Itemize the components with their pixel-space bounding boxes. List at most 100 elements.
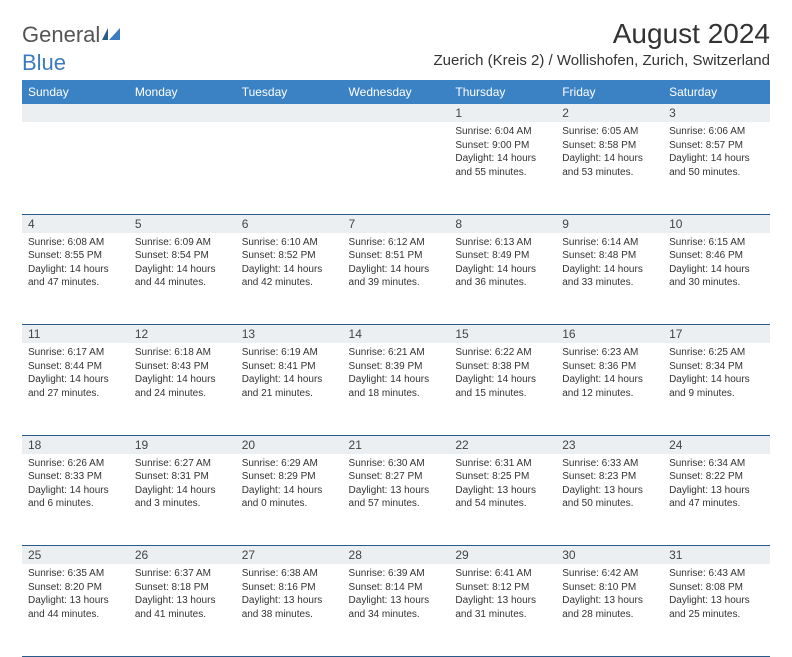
sunset-line: Sunset: 8:10 PM <box>562 581 657 595</box>
day-details: Sunrise: 6:04 AMSunset: 9:00 PMDaylight:… <box>449 122 556 183</box>
day-number-cell <box>236 104 343 122</box>
day-cell: Sunrise: 6:05 AMSunset: 8:58 PMDaylight:… <box>556 122 663 214</box>
sunrise-line: Sunrise: 6:27 AM <box>135 457 230 471</box>
daylight-line: Daylight: 14 hours and 21 minutes. <box>242 373 337 400</box>
sunset-line: Sunset: 8:27 PM <box>349 470 444 484</box>
day-number-cell: 23 <box>556 435 663 454</box>
sunset-line: Sunset: 8:52 PM <box>242 249 337 263</box>
day-number-cell: 15 <box>449 325 556 344</box>
day-number-row: 11121314151617 <box>22 325 770 344</box>
daylight-line: Daylight: 13 hours and 38 minutes. <box>242 594 337 621</box>
sunrise-line: Sunrise: 6:13 AM <box>455 236 550 250</box>
daylight-line: Daylight: 14 hours and 18 minutes. <box>349 373 444 400</box>
daylight-line: Daylight: 13 hours and 44 minutes. <box>28 594 123 621</box>
sunrise-line: Sunrise: 6:10 AM <box>242 236 337 250</box>
day-cell: Sunrise: 6:23 AMSunset: 8:36 PMDaylight:… <box>556 343 663 435</box>
day-cell: Sunrise: 6:35 AMSunset: 8:20 PMDaylight:… <box>22 564 129 656</box>
daylight-line: Daylight: 14 hours and 33 minutes. <box>562 263 657 290</box>
sunrise-line: Sunrise: 6:29 AM <box>242 457 337 471</box>
sunset-line: Sunset: 8:16 PM <box>242 581 337 595</box>
sunrise-line: Sunrise: 6:08 AM <box>28 236 123 250</box>
calendar-table: SundayMondayTuesdayWednesdayThursdayFrid… <box>22 80 770 657</box>
daylight-line: Daylight: 14 hours and 27 minutes. <box>28 373 123 400</box>
day-cell: Sunrise: 6:33 AMSunset: 8:23 PMDaylight:… <box>556 454 663 546</box>
day-number-cell: 18 <box>22 435 129 454</box>
day-details: Sunrise: 6:26 AMSunset: 8:33 PMDaylight:… <box>22 454 129 515</box>
daylight-line: Daylight: 13 hours and 57 minutes. <box>349 484 444 511</box>
sunrise-line: Sunrise: 6:17 AM <box>28 346 123 360</box>
sunset-line: Sunset: 8:25 PM <box>455 470 550 484</box>
daylight-line: Daylight: 13 hours and 50 minutes. <box>562 484 657 511</box>
day-number-cell: 16 <box>556 325 663 344</box>
sunset-line: Sunset: 8:44 PM <box>28 360 123 374</box>
day-cell: Sunrise: 6:25 AMSunset: 8:34 PMDaylight:… <box>663 343 770 435</box>
day-cell: Sunrise: 6:21 AMSunset: 8:39 PMDaylight:… <box>343 343 450 435</box>
sunrise-line: Sunrise: 6:38 AM <box>242 567 337 581</box>
sunrise-line: Sunrise: 6:21 AM <box>349 346 444 360</box>
day-number-cell: 10 <box>663 214 770 233</box>
day-number-cell: 2 <box>556 104 663 122</box>
day-details: Sunrise: 6:09 AMSunset: 8:54 PMDaylight:… <box>129 233 236 294</box>
brand-name-1: General <box>22 22 100 47</box>
day-header: Monday <box>129 80 236 104</box>
sunrise-line: Sunrise: 6:04 AM <box>455 125 550 139</box>
day-details: Sunrise: 6:15 AMSunset: 8:46 PMDaylight:… <box>663 233 770 294</box>
sunset-line: Sunset: 8:38 PM <box>455 360 550 374</box>
sunset-line: Sunset: 8:20 PM <box>28 581 123 595</box>
daylight-line: Daylight: 13 hours and 31 minutes. <box>455 594 550 621</box>
sunrise-line: Sunrise: 6:42 AM <box>562 567 657 581</box>
day-cell: Sunrise: 6:19 AMSunset: 8:41 PMDaylight:… <box>236 343 343 435</box>
sunset-line: Sunset: 8:34 PM <box>669 360 764 374</box>
day-number-cell: 20 <box>236 435 343 454</box>
day-number-cell: 5 <box>129 214 236 233</box>
day-number-cell: 14 <box>343 325 450 344</box>
day-number-cell <box>343 104 450 122</box>
sunrise-line: Sunrise: 6:37 AM <box>135 567 230 581</box>
day-header-row: SundayMondayTuesdayWednesdayThursdayFrid… <box>22 80 770 104</box>
sunset-line: Sunset: 8:36 PM <box>562 360 657 374</box>
sunset-line: Sunset: 8:41 PM <box>242 360 337 374</box>
calendar-head: SundayMondayTuesdayWednesdayThursdayFrid… <box>22 80 770 104</box>
sunrise-line: Sunrise: 6:41 AM <box>455 567 550 581</box>
sunset-line: Sunset: 8:12 PM <box>455 581 550 595</box>
day-number-cell: 8 <box>449 214 556 233</box>
day-number-cell: 7 <box>343 214 450 233</box>
day-number-cell: 21 <box>343 435 450 454</box>
day-number-cell: 26 <box>129 546 236 565</box>
sunset-line: Sunset: 8:23 PM <box>562 470 657 484</box>
daylight-line: Daylight: 14 hours and 47 minutes. <box>28 263 123 290</box>
day-number-cell: 22 <box>449 435 556 454</box>
sunset-line: Sunset: 8:39 PM <box>349 360 444 374</box>
sunset-line: Sunset: 8:43 PM <box>135 360 230 374</box>
sunrise-line: Sunrise: 6:39 AM <box>349 567 444 581</box>
sunset-line: Sunset: 8:08 PM <box>669 581 764 595</box>
flag-icon <box>102 24 124 46</box>
day-header: Wednesday <box>343 80 450 104</box>
day-number-row: 45678910 <box>22 214 770 233</box>
sunrise-line: Sunrise: 6:06 AM <box>669 125 764 139</box>
day-details: Sunrise: 6:22 AMSunset: 8:38 PMDaylight:… <box>449 343 556 404</box>
day-cell: Sunrise: 6:04 AMSunset: 9:00 PMDaylight:… <box>449 122 556 214</box>
daylight-line: Daylight: 13 hours and 28 minutes. <box>562 594 657 621</box>
day-cell <box>236 122 343 214</box>
sunset-line: Sunset: 8:54 PM <box>135 249 230 263</box>
sunset-line: Sunset: 8:51 PM <box>349 249 444 263</box>
day-cell: Sunrise: 6:12 AMSunset: 8:51 PMDaylight:… <box>343 233 450 325</box>
daylight-line: Daylight: 14 hours and 15 minutes. <box>455 373 550 400</box>
day-details: Sunrise: 6:14 AMSunset: 8:48 PMDaylight:… <box>556 233 663 294</box>
sunrise-line: Sunrise: 6:34 AM <box>669 457 764 471</box>
sunset-line: Sunset: 8:49 PM <box>455 249 550 263</box>
sunrise-line: Sunrise: 6:22 AM <box>455 346 550 360</box>
sunset-line: Sunset: 8:29 PM <box>242 470 337 484</box>
day-number-cell: 17 <box>663 325 770 344</box>
day-number-cell: 28 <box>343 546 450 565</box>
sunset-line: Sunset: 8:22 PM <box>669 470 764 484</box>
day-cell: Sunrise: 6:06 AMSunset: 8:57 PMDaylight:… <box>663 122 770 214</box>
sunrise-line: Sunrise: 6:33 AM <box>562 457 657 471</box>
sunrise-line: Sunrise: 6:05 AM <box>562 125 657 139</box>
day-cell: Sunrise: 6:38 AMSunset: 8:16 PMDaylight:… <box>236 564 343 656</box>
day-number-cell: 11 <box>22 325 129 344</box>
day-cell: Sunrise: 6:13 AMSunset: 8:49 PMDaylight:… <box>449 233 556 325</box>
calendar-body: 123Sunrise: 6:04 AMSunset: 9:00 PMDaylig… <box>22 104 770 656</box>
day-cell: Sunrise: 6:34 AMSunset: 8:22 PMDaylight:… <box>663 454 770 546</box>
